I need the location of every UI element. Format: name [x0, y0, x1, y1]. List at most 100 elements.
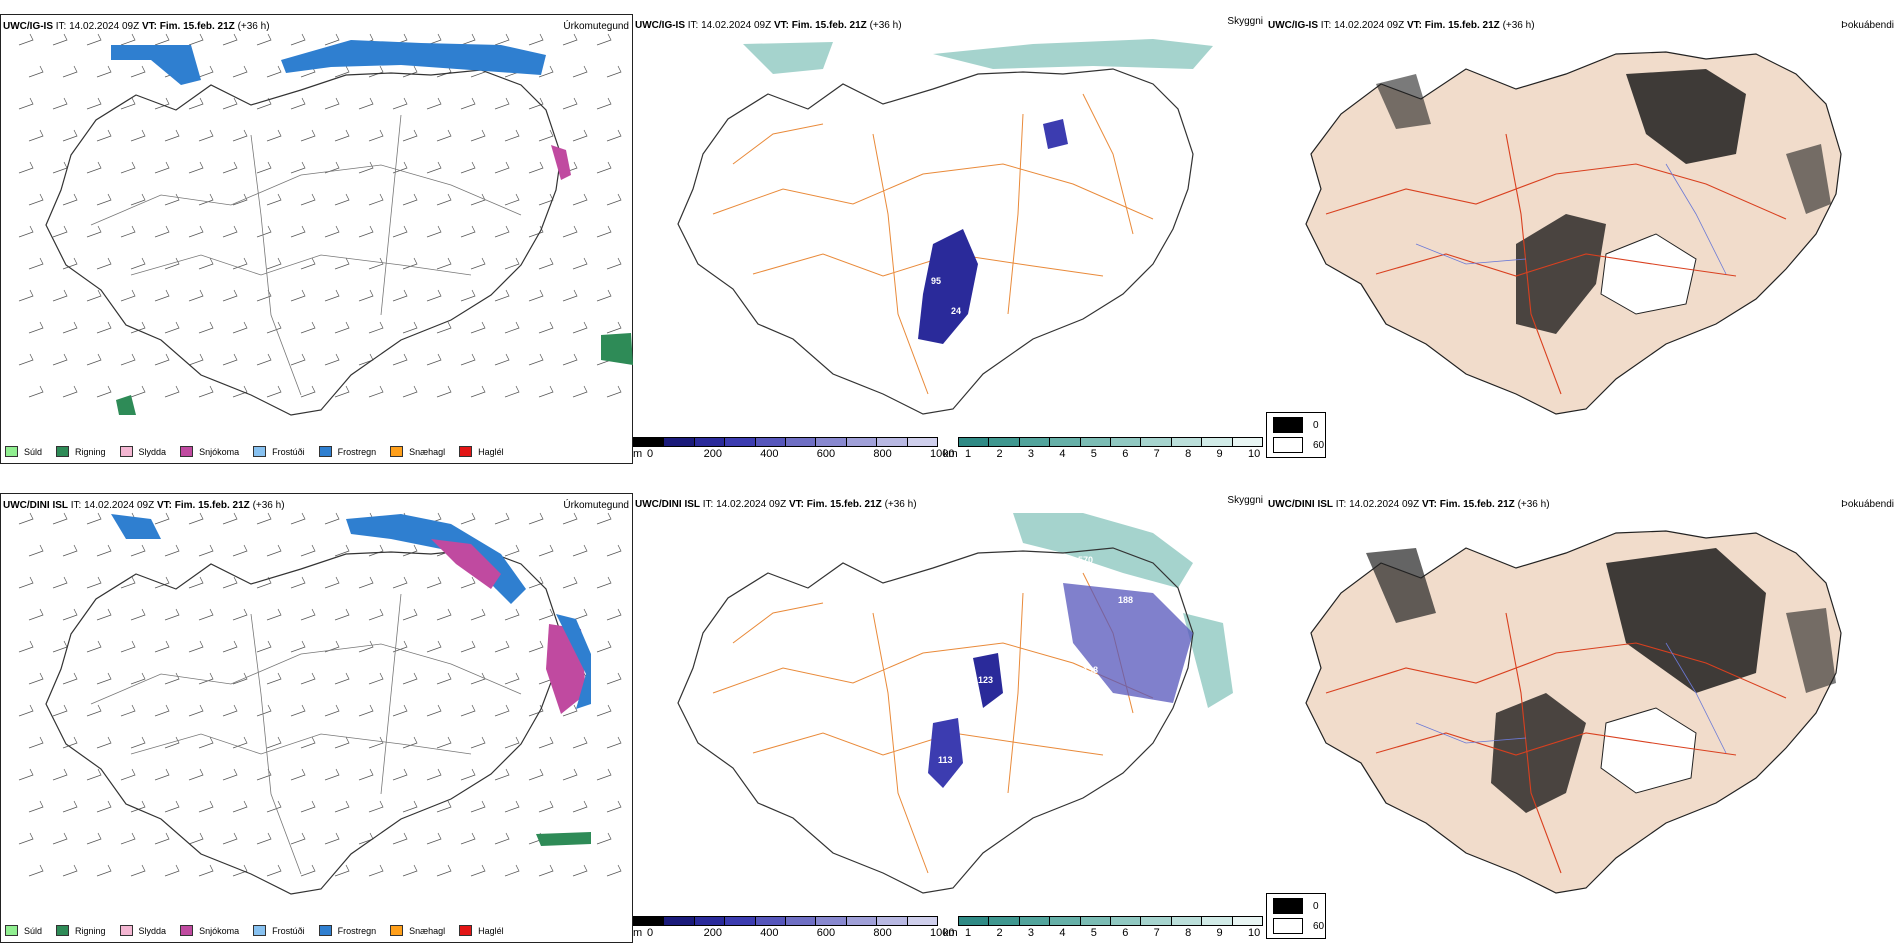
wind-barb [504, 321, 520, 334]
wind-barb [460, 33, 476, 46]
wind-barb [392, 353, 408, 366]
wind-barb [596, 161, 612, 174]
rivers-blue [1415, 642, 1727, 754]
visibility-colorbar-2 [958, 916, 1264, 926]
ceiling-low-center [918, 229, 978, 344]
wind-barb [436, 193, 452, 206]
wind-barb [392, 225, 408, 238]
wind-barb [606, 385, 622, 398]
fog-dark-central [1491, 693, 1586, 813]
wind-barb [164, 385, 180, 398]
wind-barb [130, 544, 146, 557]
legend-swatch [5, 446, 18, 457]
colorbar-tick-label: 1 [965, 448, 972, 460]
legend-swatch [390, 925, 404, 936]
wind-barb [120, 768, 136, 781]
colorbar-tick-label: 4 [1059, 448, 1066, 460]
wind-barb [460, 161, 476, 174]
wind-barb [188, 97, 204, 110]
wind-barb [358, 576, 374, 589]
fog-legend-row: 0 [1273, 898, 1319, 914]
colorbar-segment [845, 916, 877, 926]
wind-barb [130, 800, 146, 813]
wind-barb [596, 768, 612, 781]
wind-barb [572, 65, 588, 78]
colorbar-tick-label: 4 [1059, 927, 1066, 939]
wind-barb [164, 257, 180, 270]
wind-barb [300, 800, 316, 813]
panel-title-3: UWC/IG-IS IT: 14.02.2024 09Z VT: Fim. 15… [1268, 20, 1535, 31]
wind-barb [392, 289, 408, 302]
wind-barb [494, 97, 510, 110]
colorbar-segment [1049, 437, 1080, 447]
colorbar-segment [1140, 916, 1171, 926]
wind-barb [460, 768, 476, 781]
wind-barb [324, 353, 340, 366]
colorbar-tick-label: 1 [965, 927, 972, 939]
wind-barb [494, 512, 510, 525]
wind-barb [28, 608, 44, 621]
wind-barb [154, 704, 170, 717]
legend-swatch [56, 446, 70, 457]
wind-barb [62, 257, 78, 270]
wind-barb [222, 97, 238, 110]
panel-title-6: UWC/DINI ISL IT: 14.02.2024 09Z VT: Fim.… [1268, 499, 1550, 510]
wind-barb [334, 800, 350, 813]
wind-barb [324, 97, 340, 110]
legend-swatch [56, 925, 70, 936]
wind-barb [154, 832, 170, 845]
wind-barb [222, 768, 238, 781]
wind-barb [198, 672, 214, 685]
wind-barb [154, 225, 170, 238]
wind-barb [504, 672, 520, 685]
wind-barb [402, 193, 418, 206]
wind-barb [198, 193, 214, 206]
precip-snow-north-2 [281, 40, 546, 75]
colorbar-segment [1018, 916, 1050, 926]
fog-panel-1: UWC/IG-IS IT: 14.02.2024 09Z VT: Fim. 15… [1266, 14, 1900, 464]
colorbar-tick-label: 9 [1216, 448, 1223, 460]
wind-barb [232, 257, 248, 270]
wind-barb [572, 864, 588, 877]
wind-barb [86, 512, 102, 525]
wind-barb [290, 97, 306, 110]
legend-swatch [119, 446, 133, 457]
colorbar-unit: km [943, 448, 958, 460]
precip-legend-1: Súld Rigning Slydda Snjókoma Frostúði Fr… [5, 446, 518, 457]
wind-barb [460, 640, 476, 653]
colorbar-segment [815, 916, 846, 926]
wind-barb [28, 800, 44, 813]
wind-barb [562, 33, 578, 46]
wind-barb [18, 768, 34, 781]
wind-barb [222, 353, 238, 366]
wind-barb [28, 864, 44, 877]
wind-barb [300, 193, 316, 206]
wind-barb [426, 576, 442, 589]
wind-barb [256, 640, 272, 653]
wind-barb [130, 736, 146, 749]
wind-barb [62, 65, 78, 78]
colorbar-segment [693, 916, 725, 926]
wind-barb [52, 768, 68, 781]
legend-swatch [459, 446, 473, 457]
colorbar-tick-label: 600 [816, 448, 836, 460]
wind-barb [96, 608, 112, 621]
wind-barb [538, 321, 554, 334]
wind-barb [96, 736, 112, 749]
wind-barb [290, 768, 306, 781]
wind-barb [52, 161, 68, 174]
wind-barb [62, 385, 78, 398]
wind-barb [324, 289, 340, 302]
wind-barb [436, 257, 452, 270]
wind-barb [198, 864, 214, 877]
wind-barb [130, 65, 146, 78]
wind-barb [596, 512, 612, 525]
colorbar-segment [633, 437, 664, 447]
wind-barb [188, 512, 204, 525]
ceiling-colorbar-labels-2: m 0 200 400 600 800 1000 [633, 927, 954, 941]
wind-barb [562, 353, 578, 366]
wind-barb [198, 321, 214, 334]
wind-barb [62, 321, 78, 334]
wind-barb [52, 353, 68, 366]
wind-barb [164, 864, 180, 877]
